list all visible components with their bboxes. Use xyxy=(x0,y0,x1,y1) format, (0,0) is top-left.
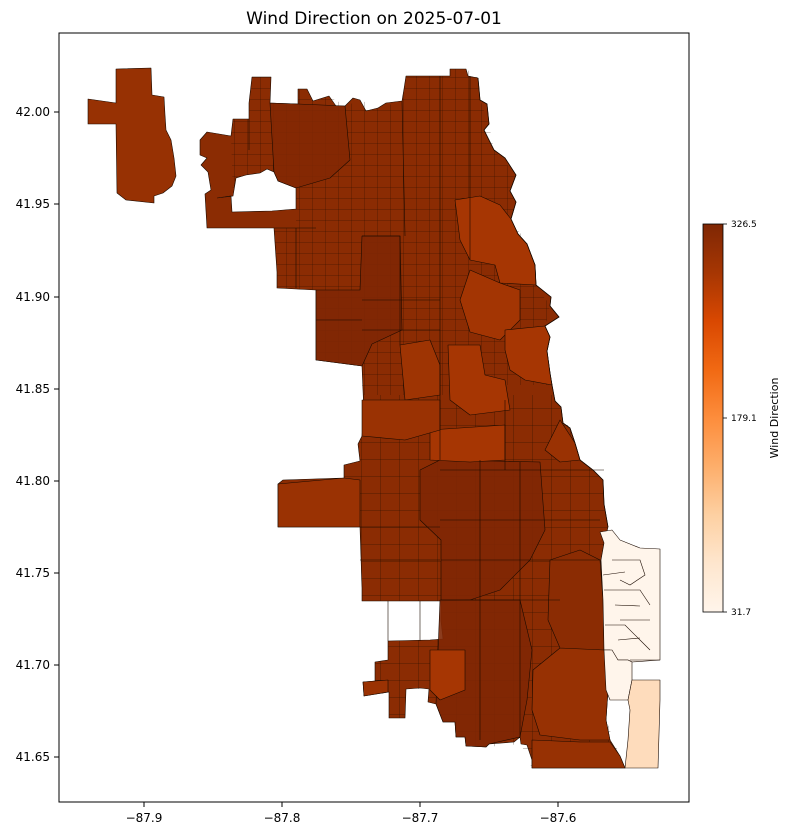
colorbar-min-label: 31.7 xyxy=(731,608,751,618)
x-tick-label-0: −87.9 xyxy=(126,811,163,825)
y-axis: 42.00 41.95 41.90 41.85 41.80 41.75 41.7… xyxy=(16,105,59,764)
colorbar-label: Wind Direction xyxy=(768,378,781,459)
y-tick-label-1: 41.95 xyxy=(16,197,50,211)
colorbar-gradient xyxy=(702,223,724,613)
x-tick-label-3: −87.6 xyxy=(540,811,577,825)
tract-boundary-lines xyxy=(248,76,604,740)
y-tick-label-7: 41.65 xyxy=(16,750,50,764)
x-axis: −87.9 −87.8 −87.7 −87.6 xyxy=(126,802,577,825)
tract-lakefront-south xyxy=(544,419,581,463)
map-axes-frame xyxy=(58,32,690,803)
colorbar-max-label: 326.5 xyxy=(731,220,757,230)
y-tick-label-5: 41.75 xyxy=(16,566,50,580)
tract-pullman xyxy=(531,647,611,741)
tract-near-south xyxy=(447,344,511,416)
tract-lines-southeast xyxy=(602,559,660,661)
tract-ohare-west xyxy=(87,67,177,204)
colorbar: 326.5 179.1 31.7 Wind Direction xyxy=(702,220,781,618)
x-tick-label-1: −87.8 xyxy=(264,811,301,825)
tract-southeast-pale xyxy=(599,529,661,663)
tract-southeast-peach xyxy=(624,679,661,769)
tract-cluster-far-south xyxy=(435,599,533,748)
y-tick-label-3: 41.85 xyxy=(16,382,50,396)
lake-shoreline xyxy=(477,77,609,528)
chicago-tracts xyxy=(87,67,661,769)
tract-bridgeport xyxy=(361,399,441,441)
y-tick-label-0: 42.00 xyxy=(16,105,50,119)
x-tick-label-2: −87.7 xyxy=(402,811,439,825)
tract-west-lawn xyxy=(277,477,361,528)
y-tick-label-4: 41.80 xyxy=(16,474,50,488)
colorbar-mid-label: 179.1 xyxy=(731,414,757,424)
map-title: Wind Direction on 2025-07-01 xyxy=(246,9,502,29)
y-tick-label-6: 41.70 xyxy=(16,658,50,672)
tract-hegewisch-west xyxy=(362,679,389,697)
y-tick-label-2: 41.90 xyxy=(16,290,50,304)
tract-southeast-pale-2 xyxy=(603,649,633,701)
tract-calumet xyxy=(531,739,626,769)
tract-south-chicago-ave xyxy=(429,424,506,463)
tract-roseland xyxy=(429,649,466,701)
tract-cluster-northwest xyxy=(269,102,351,189)
